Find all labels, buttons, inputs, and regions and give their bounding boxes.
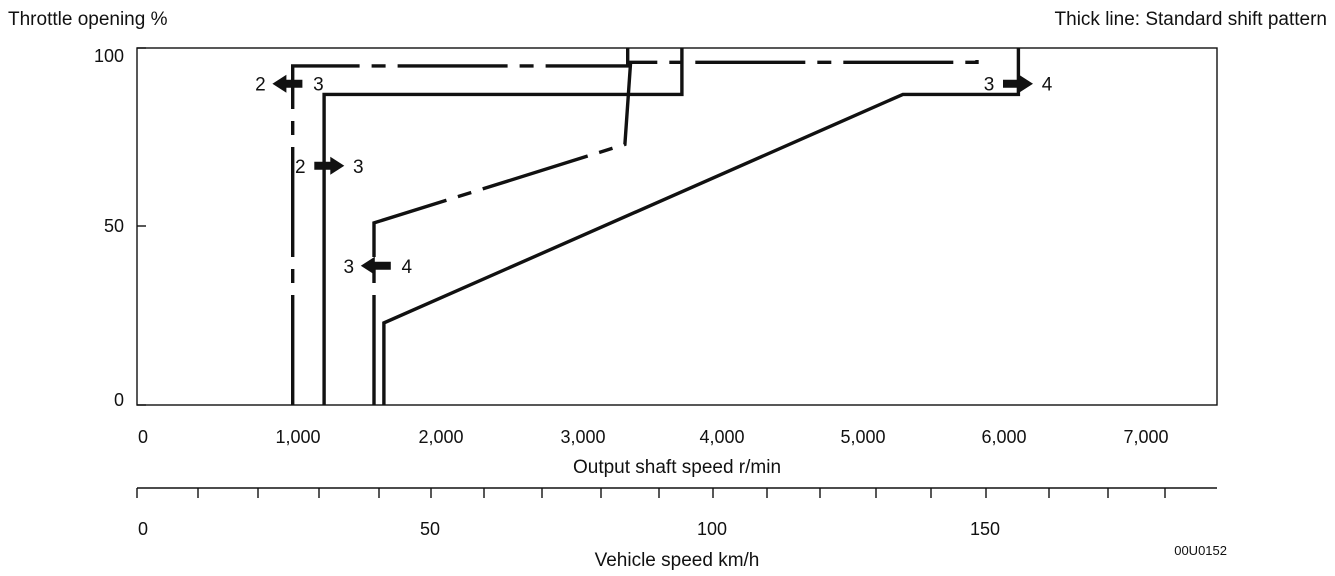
shift-line-3 — [372, 48, 979, 405]
shift-line-1 — [291, 48, 630, 405]
x-tick-label: 5,000 — [840, 427, 885, 447]
shift-gear-label: 2 — [295, 157, 306, 178]
arrow-left-icon — [272, 74, 303, 93]
vehicle-speed-tick-label: 100 — [697, 519, 727, 539]
figure-code: 00U0152 — [1174, 543, 1227, 558]
plot-frame — [136, 47, 1218, 406]
arrow-right-icon — [314, 156, 345, 175]
x-tick-label: 3,000 — [560, 427, 605, 447]
shift-gear-label: 3 — [313, 75, 324, 96]
x-tick-label: 2,000 — [418, 427, 463, 447]
shift-gear-label: 3 — [353, 157, 364, 178]
vehicle-speed-title: Vehicle speed km/h — [595, 550, 760, 571]
x-tick-labels: 0 1,000 2,000 3,000 4,000 5,000 6,000 7,… — [138, 427, 1169, 447]
y-tick-label: 100 — [94, 46, 124, 66]
shift-line-4 — [382, 48, 1021, 405]
shift-lines — [291, 48, 1021, 405]
x-axis-title: Output shaft speed r/min — [573, 457, 781, 478]
shift-line-2 — [322, 48, 684, 405]
vehicle-speed-tick-label: 150 — [970, 519, 1000, 539]
standard-pattern-note: Thick line: Standard shift pattern — [1055, 9, 1327, 30]
shift-gear-label: 3 — [344, 257, 355, 278]
y-axis-title: Throttle opening % — [8, 9, 168, 30]
shift-gear-label: 4 — [1042, 75, 1053, 96]
y-tick-label: 0 — [114, 390, 124, 410]
vehicle-speed-tick-labels: 0 50 100 150 — [138, 519, 1000, 539]
y-tick-labels: 100 50 0 — [94, 46, 124, 410]
x-tick-label: 6,000 — [981, 427, 1026, 447]
shift-annotations: 2 32 33 43 4 — [255, 74, 1053, 278]
arrow-right-icon — [1003, 74, 1033, 93]
x-tick-label: 1,000 — [275, 427, 320, 447]
x-tick-label: 0 — [138, 427, 148, 447]
vehicle-speed-tick-label: 50 — [420, 519, 440, 539]
vehicle-speed-axis — [136, 487, 1217, 498]
vehicle-speed-tick-label: 0 — [138, 519, 148, 539]
x-tick-label: 7,000 — [1123, 427, 1168, 447]
shift-gear-label: 4 — [402, 257, 413, 278]
arrow-left-icon — [360, 256, 391, 275]
shift-gear-label: 2 — [255, 75, 266, 96]
shift-gear-label: 3 — [984, 75, 995, 96]
x-tick-label: 4,000 — [699, 427, 744, 447]
y-tick-label: 50 — [104, 216, 124, 236]
y-axis — [137, 47, 146, 406]
